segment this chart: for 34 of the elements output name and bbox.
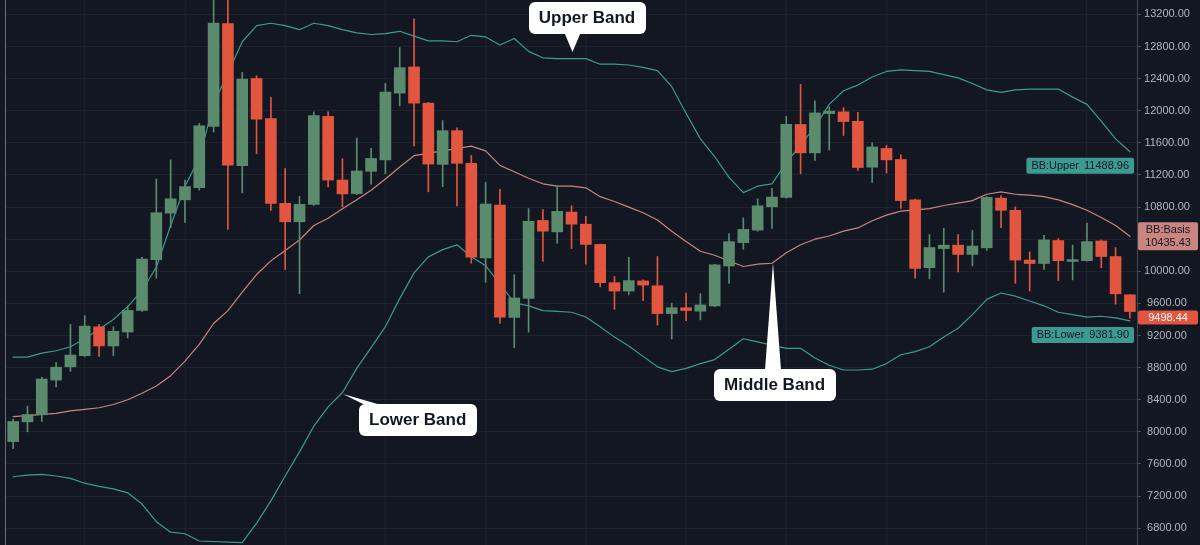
y-tick-label: 7600.00 (1147, 456, 1187, 469)
candlestick (680, 292, 692, 321)
y-tick-label: 9600.00 (1147, 296, 1187, 309)
annotation: Lower Band (358, 404, 477, 437)
candlestick (937, 228, 950, 293)
y-tick-label: 6800.00 (1147, 521, 1187, 534)
y-tick-label: 10800.00 (1144, 200, 1190, 213)
y-tick-label: 8400.00 (1147, 392, 1187, 405)
text: BB:Upper (1031, 159, 1080, 172)
annotation: Middle Band (713, 369, 836, 402)
y-tick-label: 7200.00 (1147, 489, 1187, 502)
y-tick-label: 8800.00 (1147, 360, 1187, 373)
y-tick-label: 12400.00 (1144, 71, 1190, 84)
data-label: 11488.96 (1084, 159, 1130, 172)
text: 9498.44 (1148, 311, 1188, 324)
y-tick-label: 10000.00 (1144, 264, 1190, 277)
annotation: Upper Band (528, 1, 646, 34)
data-label: 10435.43 (1145, 235, 1191, 248)
candlestick (823, 106, 836, 151)
candlestick (279, 168, 292, 270)
series-label: BB:Lower (1036, 328, 1085, 341)
y-tick-label: 13200.00 (1144, 7, 1190, 20)
candlestick (766, 188, 778, 229)
candlestick (537, 209, 549, 262)
y-tick-label: 12000.00 (1144, 103, 1190, 116)
series-label: BB:Basis (1145, 222, 1191, 235)
y-tick-label: 12800.00 (1144, 39, 1190, 52)
candlestick (1023, 251, 1036, 292)
y-tick-label: 9200.00 (1147, 328, 1187, 341)
data-label: 9381.90 (1089, 328, 1130, 341)
y-tick-label: 11200.00 (1144, 168, 1190, 181)
y-tick-label: 8000.00 (1147, 424, 1187, 437)
candlestick (665, 302, 678, 340)
y-tick-label: 11600.00 (1144, 135, 1190, 148)
